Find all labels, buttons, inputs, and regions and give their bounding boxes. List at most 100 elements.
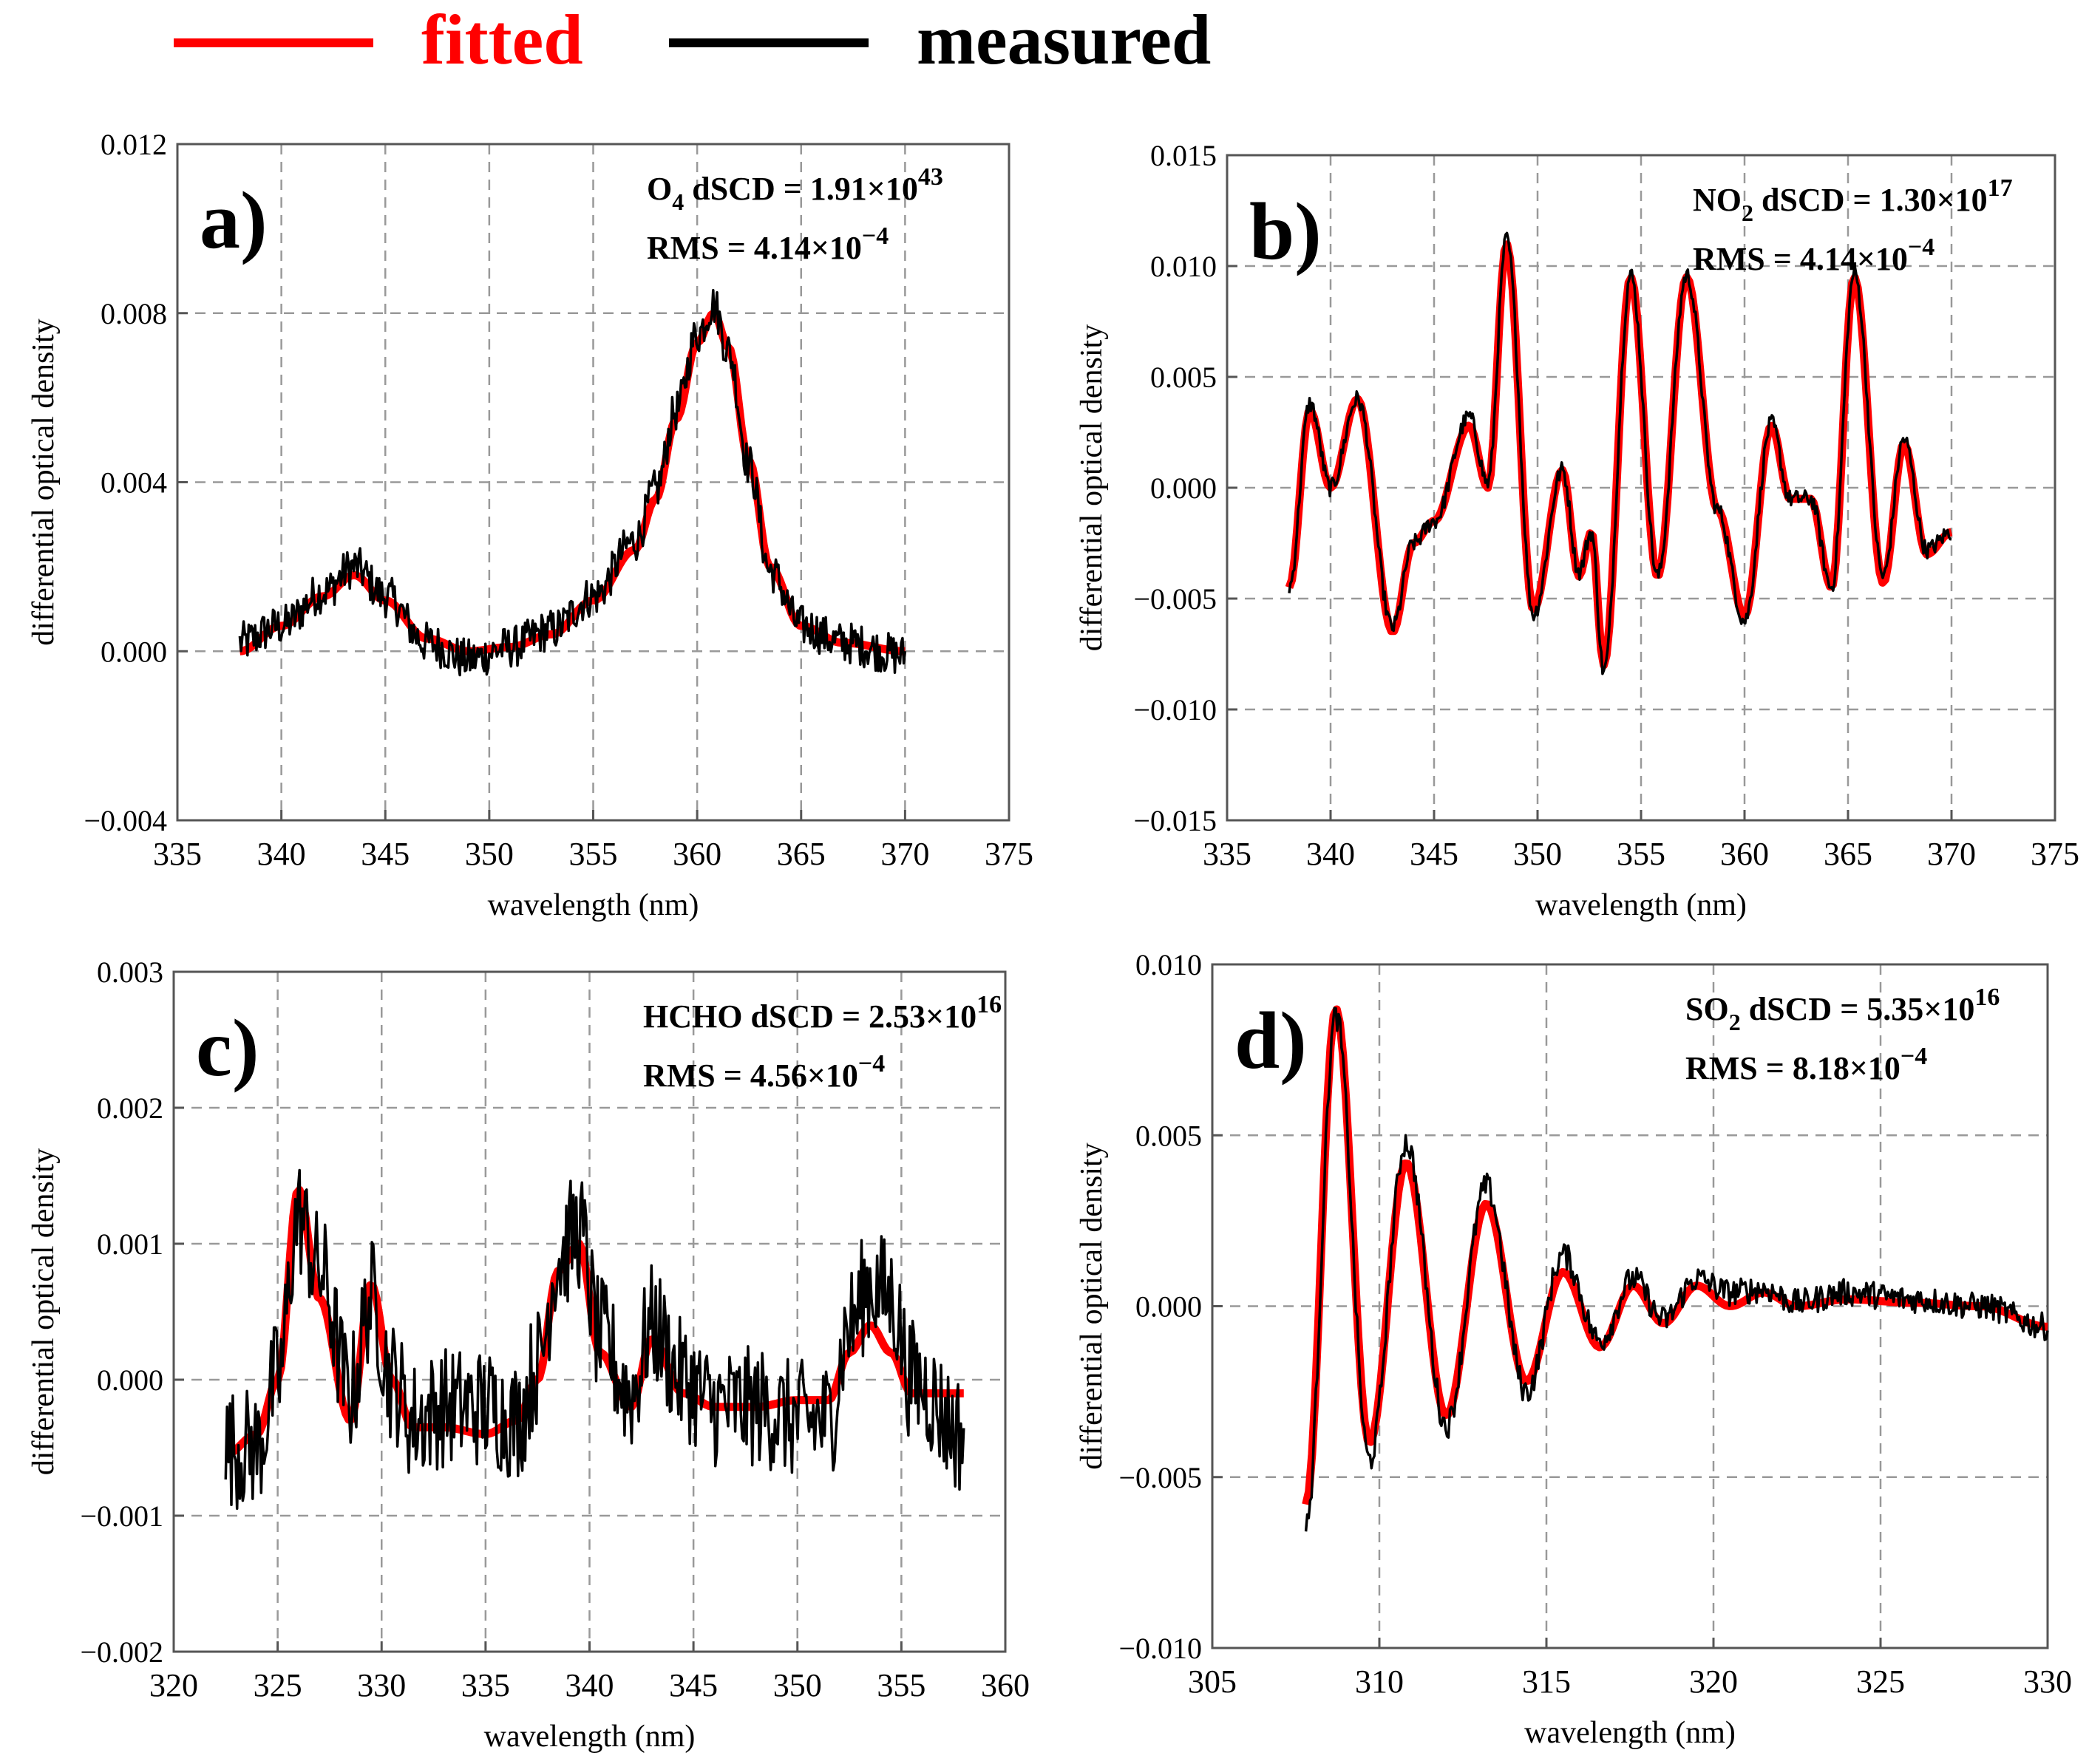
legend-measured-label: measured (917, 0, 1212, 79)
x-tick-label: 320 (149, 1667, 198, 1703)
y-axis-label: differential optical density (27, 1148, 61, 1475)
rms-annotation: RMS = 8.18×10−4 (1685, 1043, 1927, 1086)
x-tick-label: 350 (773, 1667, 822, 1703)
x-tick-label: 370 (880, 836, 929, 872)
rms-exponent: −4 (862, 222, 889, 250)
measured-line (1288, 231, 1952, 675)
dscd-annotation: NO2 dSCD = 1.30×1017 (1693, 174, 2013, 226)
species-text: NO (1693, 182, 1742, 218)
rms-exponent: −4 (1901, 1043, 1927, 1070)
measured-line (1304, 1007, 2049, 1532)
x-tick-label: 360 (1720, 836, 1769, 872)
y-tick-label: −0.002 (80, 1635, 163, 1669)
x-tick-label: 320 (1689, 1663, 1738, 1700)
rms-exponent: −4 (1908, 234, 1935, 261)
x-tick-label: 315 (1522, 1663, 1571, 1700)
y-tick-label: −0.004 (84, 804, 167, 837)
rms-exponent: −4 (858, 1050, 885, 1077)
x-tick-label: 355 (569, 836, 618, 872)
species-subscript: 2 (1742, 200, 1753, 226)
y-tick-label: 0.000 (1135, 1290, 1202, 1324)
x-tick-label: 340 (1306, 836, 1355, 872)
x-tick-label: 305 (1188, 1663, 1237, 1700)
species-subscript: 2 (1729, 1009, 1741, 1035)
x-axis-label: wavelength (nm) (488, 888, 699, 922)
x-axis-label: wavelength (nm) (484, 1720, 696, 1754)
y-tick-label: 0.005 (1150, 361, 1217, 394)
y-tick-label: 0.003 (97, 956, 163, 989)
legend-fitted-swatch (174, 38, 373, 47)
x-tick-label: 350 (465, 836, 514, 872)
species-subscript: 4 (672, 188, 684, 215)
x-tick-label: 360 (981, 1667, 1030, 1703)
panel-label: b) (1249, 186, 1322, 276)
x-tick-label: 345 (669, 1667, 718, 1703)
dscd-text: dSCD = 2.53×10 (742, 998, 976, 1035)
dscd-exponent: 16 (976, 991, 1002, 1018)
x-tick-label: 355 (1617, 836, 1665, 872)
chart-panel-d: 305 310 315 320 325 330 −0.010 −0.005 0.000 0.005… (1075, 948, 2072, 1750)
dscd-annotation: SO2 dSCD = 5.35×1016 (1685, 984, 2000, 1035)
x-tick-label: 325 (1856, 1663, 1905, 1700)
x-tick-label: 355 (877, 1667, 925, 1703)
fitted-line (1285, 240, 1953, 670)
x-tick-label: 360 (673, 836, 721, 872)
y-tick-label: 0.002 (97, 1092, 163, 1125)
x-axis-label: wavelength (nm) (1535, 888, 1747, 922)
x-tick-label: 335 (461, 1667, 510, 1703)
y-tick-label: 0.010 (1135, 948, 1202, 981)
dscd-text: dSCD = 1.30×10 (1753, 182, 1988, 218)
legend-measured-swatch (669, 38, 869, 47)
y-tick-label: 0.012 (101, 128, 167, 161)
measured-line (238, 289, 907, 677)
rms-text: RMS = 4.56×10 (643, 1058, 858, 1094)
x-tick-label: 370 (1927, 836, 1976, 872)
dscd-exponent: 16 (1974, 984, 2000, 1011)
rms-annotation: RMS = 4.14×10−4 (1693, 234, 1935, 277)
chart-panel-a: 335 340 345 350 355 360 365 370 375 −0.004 0.000 0.… (27, 128, 1033, 922)
y-tick-label: −0.005 (1118, 1461, 1202, 1494)
legend-fitted-label: fitted (421, 0, 583, 79)
x-tick-label: 330 (357, 1667, 406, 1703)
dscd-exponent: 43 (918, 163, 943, 191)
rms-text: RMS = 8.18×10 (1685, 1050, 1901, 1086)
measured-line (224, 1168, 965, 1511)
y-tick-label: 0.015 (1150, 139, 1217, 172)
x-tick-label: 365 (777, 836, 826, 872)
dscd-annotation: O4 dSCD = 1.91×1043 (647, 163, 943, 215)
x-tick-label: 375 (2031, 836, 2079, 872)
rms-text: RMS = 4.14×10 (1693, 241, 1908, 277)
x-tick-label: 345 (361, 836, 410, 872)
dscd-annotation: HCHO dSCD = 2.53×1016 (643, 991, 1002, 1035)
legend: fitted measured (0, 0, 2089, 111)
y-tick-label: 0.005 (1135, 1119, 1202, 1152)
y-tick-label: −0.005 (1133, 582, 1217, 616)
fitted-line (1302, 1005, 2049, 1506)
panel-label: a) (200, 175, 268, 265)
y-tick-label: −0.015 (1133, 804, 1217, 837)
rms-text: RMS = 4.14×10 (647, 230, 862, 266)
x-tick-label: 340 (257, 836, 306, 872)
species-text: O (647, 171, 672, 207)
x-tick-label: 335 (153, 836, 202, 872)
x-tick-label: 335 (1203, 836, 1251, 872)
dscd-text: dSCD = 5.35×10 (1741, 991, 1975, 1027)
y-tick-label: 0.004 (101, 466, 167, 500)
x-tick-label: 330 (2023, 1663, 2072, 1700)
chart-panel-c: 320 325 330 335 340 345 350 355 360 −0.002 −0.001 0… (27, 956, 1030, 1754)
y-tick-label: 0.000 (101, 635, 167, 668)
chart-panel-b: 335 340 345 350 355 360 365 370 375 −0.015 −0.010 −… (1075, 139, 2079, 922)
y-tick-label: −0.010 (1118, 1632, 1202, 1665)
x-tick-label: 375 (985, 836, 1033, 872)
y-tick-label: −0.001 (80, 1499, 163, 1533)
panel-label: c) (196, 1003, 259, 1093)
x-tick-label: 340 (565, 1667, 614, 1703)
y-axis-label: differential optical density (27, 319, 61, 645)
rms-annotation: RMS = 4.56×10−4 (643, 1050, 885, 1094)
y-tick-label: 0.008 (101, 297, 167, 330)
y-tick-label: 0.001 (97, 1227, 163, 1261)
y-axis-label: differential optical density (1075, 324, 1109, 651)
dscd-exponent: 17 (1988, 174, 2013, 202)
x-tick-label: 310 (1355, 1663, 1404, 1700)
